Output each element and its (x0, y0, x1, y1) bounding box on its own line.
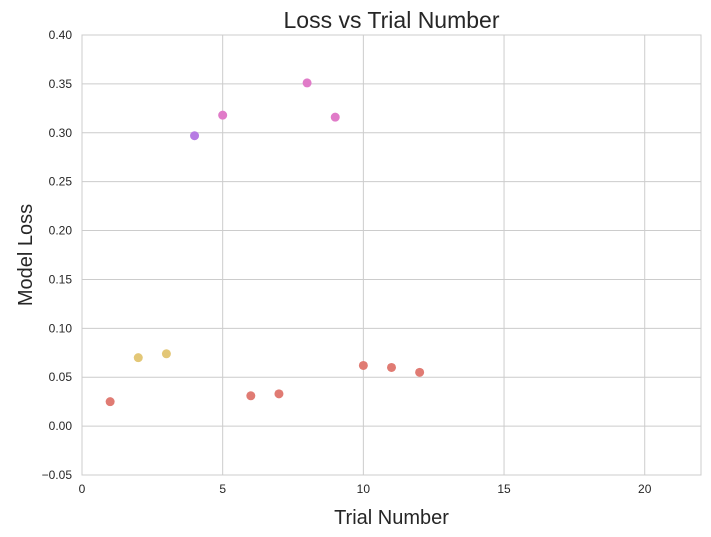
y-tick-label: 0.20 (49, 224, 73, 238)
y-tick-label: 0.35 (49, 77, 73, 91)
y-tick-label: 0.40 (49, 28, 73, 42)
data-point-9 (330, 112, 340, 122)
x-tick-label: 5 (219, 482, 226, 496)
x-tick-label: 20 (638, 482, 652, 496)
y-axis-ticks: −0.05 0.00 0.05 0.10 0.15 0.20 0.25 0.30 0.35 0.4… (42, 28, 73, 482)
y-tick-label: 0.15 (49, 272, 73, 286)
data-point-12 (415, 367, 425, 377)
data-point-8 (302, 78, 312, 88)
x-tick-label: 10 (357, 482, 371, 496)
y-tick-label: 0.25 (49, 175, 73, 189)
data-point-3 (161, 349, 171, 359)
y-axis-title: Model Loss (15, 204, 37, 306)
data-point-2 (133, 353, 143, 363)
data-point-1 (105, 397, 115, 407)
data-points (105, 78, 425, 407)
data-point-5 (218, 110, 228, 120)
data-point-10 (358, 360, 368, 370)
data-point-7 (274, 389, 284, 399)
x-tick-label: 15 (497, 482, 511, 496)
y-tick-label: −0.05 (42, 468, 73, 482)
x-tick-label: 0 (79, 482, 86, 496)
y-tick-label: 0.30 (49, 126, 73, 140)
data-point-11 (387, 362, 396, 372)
x-axis-ticks: 0 5 10 15 20 (79, 482, 652, 496)
y-tick-label: 0.05 (49, 370, 73, 384)
x-axis-title: Trial Number (334, 507, 449, 529)
plot-area-frame (81, 34, 702, 476)
data-point-4 (190, 131, 200, 141)
y-tick-label: 0.00 (49, 419, 73, 433)
y-tick-label: 0.10 (49, 321, 73, 335)
chart-title: Loss vs Trial Number (283, 7, 499, 33)
grid-lines (81, 34, 701, 476)
data-point-6 (246, 391, 256, 401)
